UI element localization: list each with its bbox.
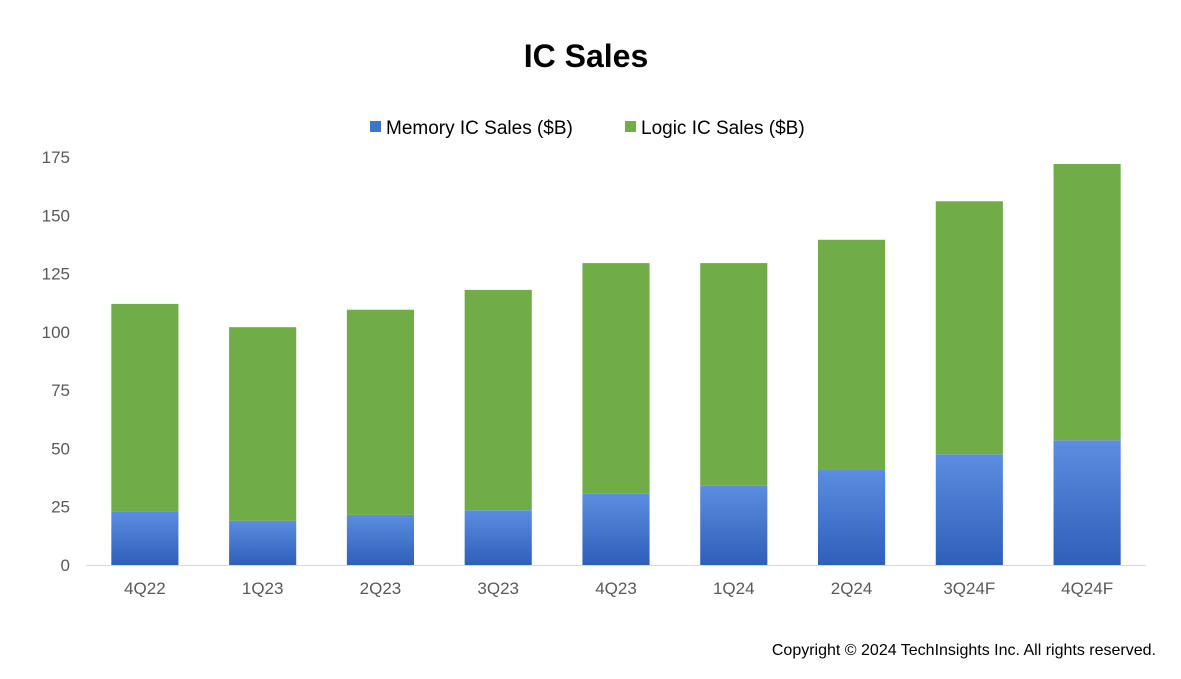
y-tick-label: 125 (42, 265, 70, 284)
legend-swatch-logic (625, 121, 636, 132)
x-tick-label: 2Q23 (360, 579, 402, 598)
memory-bar-3q23 (464, 510, 532, 565)
memory-bar-4q23 (582, 493, 650, 565)
x-tick-label: 4Q24F (1061, 579, 1113, 598)
x-tick-label: 4Q22 (124, 579, 166, 598)
copyright-text: Copyright © 2024 TechInsights Inc. All r… (772, 642, 1156, 659)
x-tick-label: 1Q23 (242, 579, 284, 598)
chart-title: IC Sales (524, 38, 649, 74)
x-tick-label: 3Q23 (477, 579, 519, 598)
y-tick-label: 175 (42, 148, 70, 167)
legend: Memory IC Sales ($B) Logic IC Sales ($B) (370, 118, 805, 139)
memory-bar-4q24f (1053, 440, 1121, 565)
memory-bar-2q23 (346, 514, 415, 565)
y-tick-label: 25 (51, 498, 70, 517)
y-tick-label: 50 (51, 439, 70, 458)
legend-label-memory: Memory IC Sales ($B) (386, 118, 573, 139)
memory-bar-2q24 (817, 469, 886, 565)
logic-bar-2q23 (346, 309, 415, 515)
memory-bar-1q24 (700, 485, 768, 565)
y-tick-label: 75 (51, 381, 70, 400)
x-tick-label: 4Q23 (595, 579, 637, 598)
logic-bar-1q23 (229, 327, 297, 521)
y-axis: 0 25 50 75 100 125 150 175 (42, 148, 70, 575)
memory-bar-3q24f (935, 454, 1003, 565)
x-tick-label: 3Q24F (943, 579, 995, 598)
x-tick-label: 1Q24 (713, 579, 755, 598)
memory-bar-4q22 (111, 511, 179, 565)
logic-bar-4q22 (111, 303, 179, 512)
y-tick-label: 150 (42, 206, 70, 225)
x-tick-label: 2Q24 (831, 579, 873, 598)
memory-bar-1q23 (229, 520, 297, 565)
legend-swatch-memory (370, 121, 381, 132)
logic-bar-4q24f (1053, 163, 1121, 441)
logic-bar-1q24 (700, 263, 768, 486)
y-tick-label: 0 (61, 556, 70, 575)
logic-bar-2q24 (817, 239, 886, 470)
logic-bar-4q23 (582, 263, 650, 494)
y-tick-label: 100 (42, 323, 70, 342)
bars (111, 163, 1121, 565)
legend-label-logic: Logic IC Sales ($B) (641, 118, 805, 139)
x-axis: 4Q22 1Q23 2Q23 3Q23 4Q23 1Q24 2Q24 3Q24F 4Q24F (124, 579, 1113, 598)
logic-bar-3q24f (935, 201, 1003, 455)
logic-bar-3q23 (464, 289, 532, 511)
